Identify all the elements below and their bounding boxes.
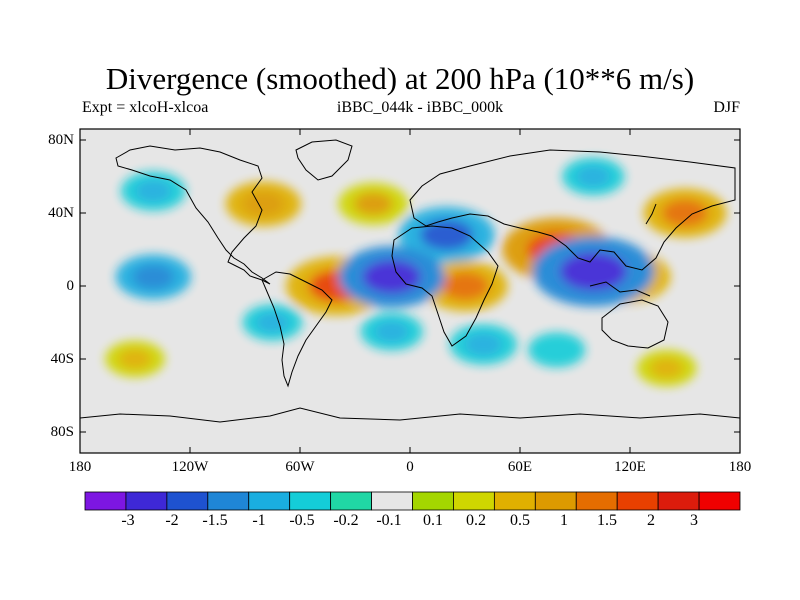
colorbar-swatch (84, 491, 127, 511)
divergence-anomaly (256, 312, 289, 333)
colorbar-tick-label: -1 (252, 512, 266, 529)
colorbar-swatch (371, 491, 413, 511)
colorbar-swatch (534, 491, 577, 511)
divergence-anomaly (374, 321, 409, 343)
colorbar-tick-label: 0.1 (423, 512, 443, 529)
divergence-field (105, 157, 727, 387)
divergence-anomaly (135, 180, 172, 202)
divergence-anomaly (242, 191, 285, 217)
colorbar-swatch (289, 491, 332, 511)
x-tick-label: 0 (406, 459, 414, 475)
y-tick-label: 40N (48, 205, 74, 221)
coastline-north-america (115, 145, 271, 285)
colorbar-tick-label: -0.2 (333, 512, 359, 529)
colorbar-tick-label: -1.5 (202, 512, 228, 529)
x-tick-label: 60W (285, 459, 315, 475)
season-label: DJF (713, 99, 740, 116)
comparison-label: iBBC_044k - iBBC_000k (336, 99, 504, 116)
coastline-japan (645, 203, 657, 225)
divergence-anomaly (132, 264, 175, 290)
colorbar-swatch (412, 491, 454, 511)
colorbar-swatch (493, 491, 536, 511)
x-tick-label: 120W (171, 459, 209, 475)
coastline-indonesia (589, 281, 651, 297)
coastlines (80, 139, 740, 423)
colorbar-swatch (125, 491, 168, 511)
colorbar-swatch (616, 491, 659, 511)
colorbar-tick-label: 2 (647, 512, 655, 529)
y-tick-label: 40S (50, 351, 74, 367)
divergence-anomaly (354, 192, 393, 216)
colorbar-swatch (166, 491, 209, 511)
divergence-anomaly (441, 272, 489, 300)
colorbar-tick-label: 0.2 (466, 512, 486, 529)
x-tick-label: 180 (68, 459, 92, 475)
colorbar-swatch (207, 491, 250, 511)
experiment-label: Expt = xlcoH-xlcoa (82, 99, 209, 116)
y-tick-label: 80S (50, 424, 74, 440)
figure-title: Divergence (smoothed) at 200 hPa (10**6 … (105, 61, 695, 96)
colorbar-tick-label: -3 (121, 512, 135, 529)
colorbar-tick-label: -2 (165, 512, 179, 529)
divergence-anomaly (650, 358, 684, 379)
divergence-anomaly (362, 259, 421, 294)
y-tick-label: 0 (66, 278, 75, 294)
x-tick-label: 120E (614, 459, 646, 475)
colorbar-tick-label: -0.5 (289, 512, 315, 529)
divergence-anomaly (118, 348, 152, 370)
coastline-africa (391, 225, 499, 347)
colorbar-swatch (575, 491, 618, 511)
divergence-anomaly (464, 333, 502, 356)
colorbar-tick-label: 1.5 (597, 512, 617, 529)
x-tick-label: 180 (728, 459, 752, 475)
divergence-anomaly (420, 219, 474, 251)
coastline-greenland (295, 139, 353, 181)
colorbar-tick-label: 3 (690, 512, 698, 529)
colorbar-swatch (330, 491, 372, 511)
coastline-eurasia (409, 149, 736, 271)
colorbar-tick-label: 1 (560, 512, 568, 529)
axis-ticks (79, 129, 741, 453)
coastline-antarctica (80, 407, 740, 423)
divergence-anomaly (576, 166, 611, 187)
x-tick-label: 60E (507, 459, 533, 475)
colorbar-swatch (248, 491, 291, 511)
colorbar (84, 491, 741, 511)
coastline-south-america (261, 271, 333, 388)
colorbar-tick-label: -0.1 (376, 512, 402, 529)
colorbar-swatch (453, 491, 495, 511)
divergence-anomaly (540, 340, 573, 360)
colorbar-tick-label: 0.5 (510, 512, 530, 529)
colorbar-swatch (698, 491, 741, 511)
y-tick-label: 80N (48, 132, 74, 148)
colorbar-swatch (657, 491, 700, 511)
coastline-australia (601, 299, 669, 349)
divergence-anomaly (662, 199, 708, 227)
divergence-anomaly (559, 252, 627, 291)
